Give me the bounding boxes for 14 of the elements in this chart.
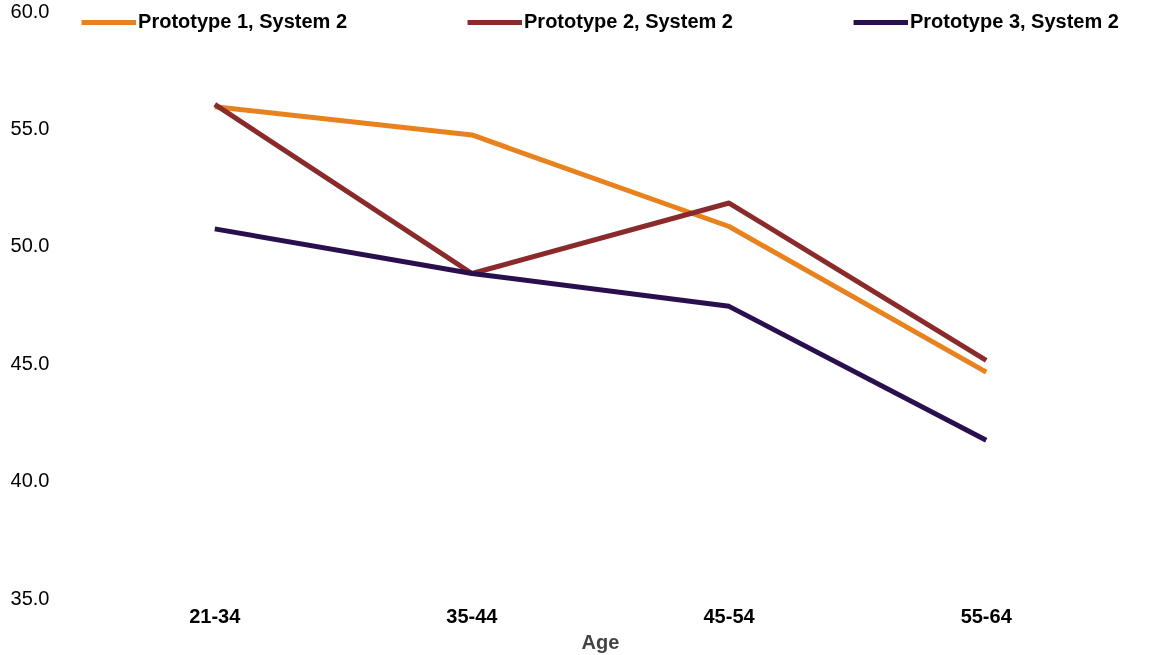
y-tick-label: 50.0: [10, 234, 50, 257]
legend-label: Prototype 3, System 2: [909, 10, 1119, 33]
x-axis-title: Age: [581, 630, 620, 653]
legend-label: Prototype 1, System 2: [138, 10, 348, 33]
y-tick-label: 55.0: [10, 116, 50, 139]
legend-label: Prototype 2, System 2: [524, 10, 733, 33]
x-tick-label: 45-54: [703, 604, 756, 627]
y-tick-label: 45.0: [10, 351, 50, 374]
y-tick-label: 60.0: [10, 0, 50, 22]
y-tick-label: 40.0: [10, 469, 50, 492]
x-tick-label: 55-64: [960, 604, 1013, 627]
y-tick-label: 35.0: [10, 586, 50, 609]
x-tick-label: 35-44: [446, 604, 499, 627]
x-tick-label: 21-34: [189, 604, 242, 627]
